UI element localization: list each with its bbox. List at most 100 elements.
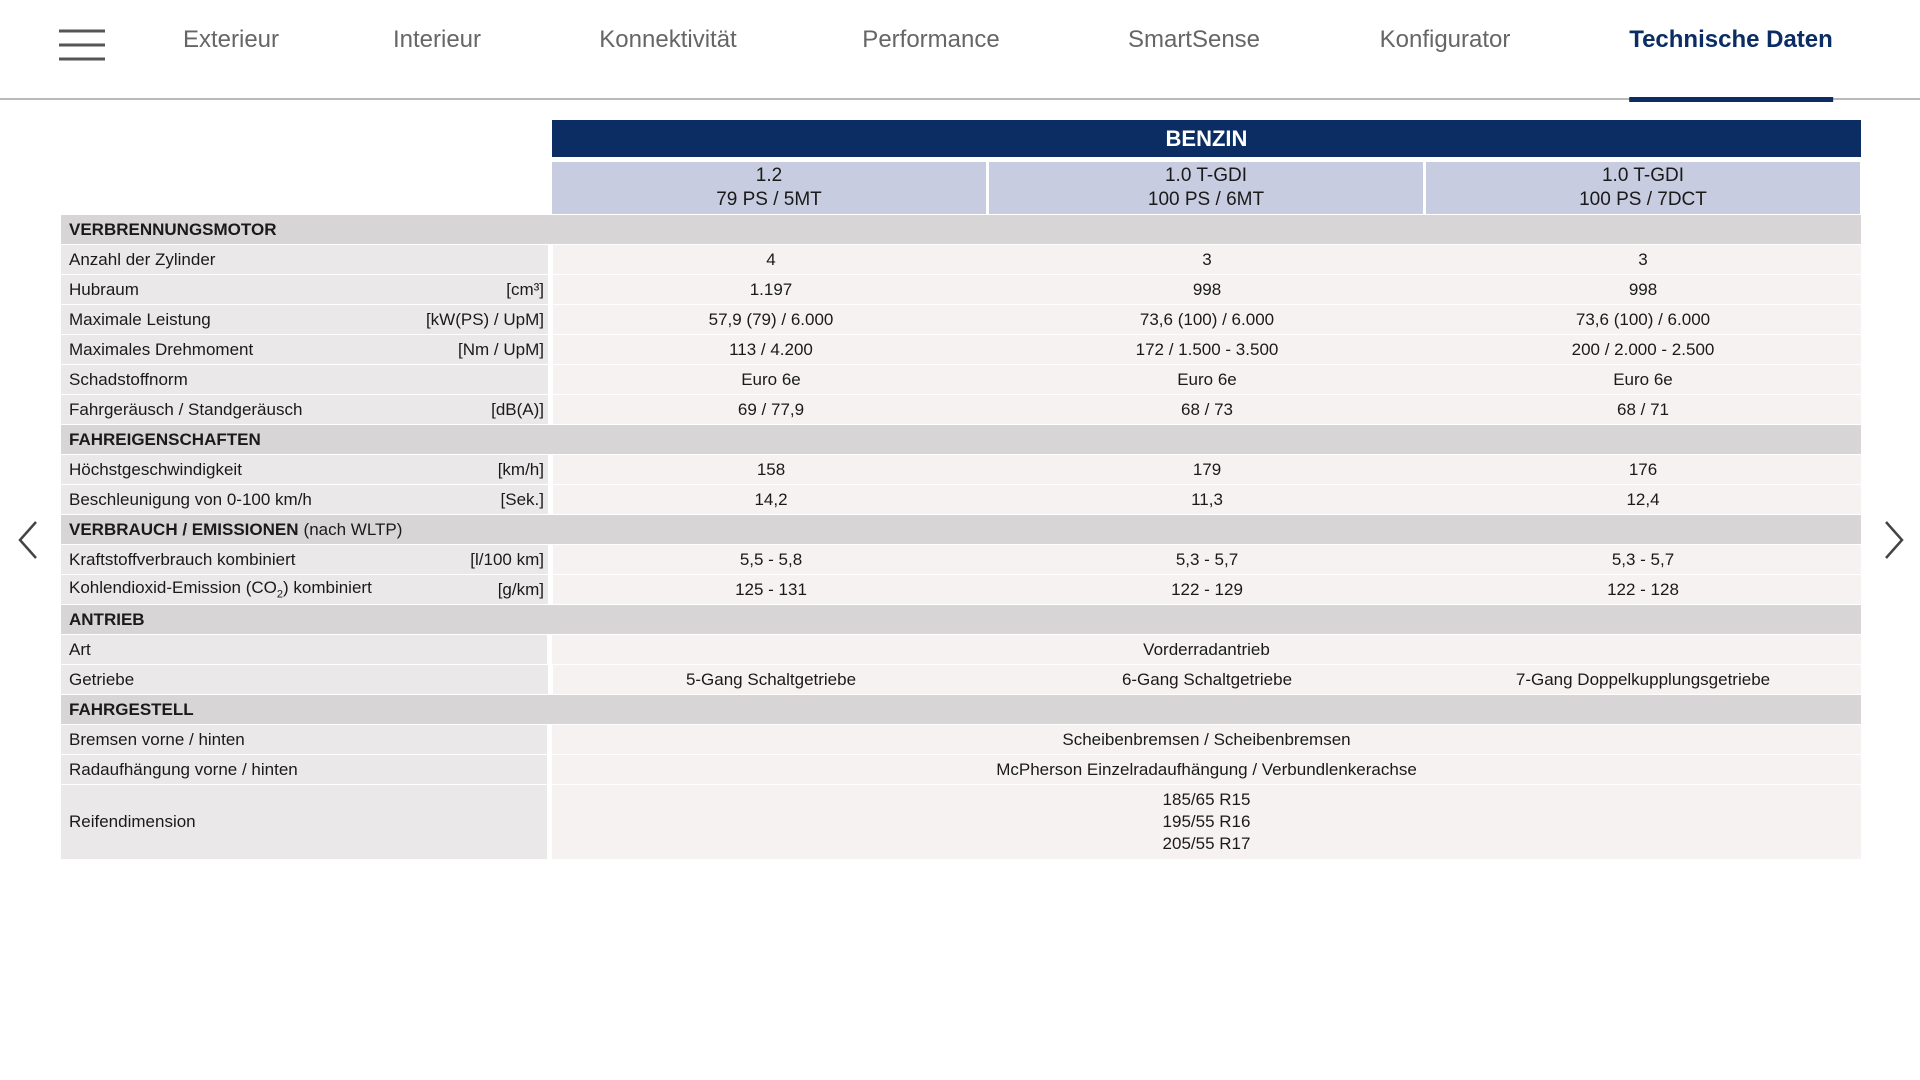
row-label: Maximale Leistung	[69, 309, 211, 329]
row-unit: [kW(PS) / UpM]	[425, 309, 544, 329]
column-header-line: 1.2	[755, 165, 783, 186]
section-header: VERBRENNUNGSMOTOR	[61, 215, 1861, 244]
row-values: Vorderradantrieb	[552, 635, 1861, 664]
column-header: 1.2 79 PS / 5MT	[552, 162, 986, 214]
row-label: Bremsen vorne / hinten	[69, 729, 245, 749]
row-unit: [dB(A)]	[491, 399, 544, 419]
label-subscript: 2	[276, 588, 283, 601]
row-label: Beschleunigung von 0-100 km/h	[69, 489, 312, 509]
row-values: 69 / 77,9 68 / 73 68 / 71	[553, 395, 1861, 424]
value-cell: 1.197	[749, 279, 793, 299]
row-label: Kohlendioxid-Emission (CO2) kombiniert	[69, 578, 372, 600]
row-label-cell: Schadstoffnorm	[61, 365, 548, 394]
spec-row: Art Vorderradantrieb	[61, 635, 1861, 664]
value-cell: 68 / 71	[1617, 399, 1669, 419]
spec-row: Reifendimension 185/65 R15 195/55 R16 205/5…	[61, 785, 1861, 859]
next-arrow[interactable]	[1880, 518, 1910, 562]
row-unit: [g/km]	[497, 579, 544, 599]
column-header: 1.0 T-GDI 100 PS / 6MT	[989, 162, 1423, 214]
value-cell: 113 / 4.200	[729, 339, 813, 359]
value-cell: 5,5 - 5,8	[739, 549, 803, 569]
column-header-line: 100 PS / 7DCT	[1579, 189, 1707, 210]
row-unit: [km/h]	[497, 459, 544, 479]
nav-link[interactable]: Konnektivität	[599, 26, 737, 53]
spec-row: Beschleunigung von 0-100 km/h [Sek.] 14,2 1…	[61, 485, 1861, 514]
section-header: ANTRIEB	[61, 605, 1861, 634]
spec-row: Bremsen vorne / hinten Scheibenbremsen / …	[61, 725, 1861, 754]
spec-row: Kraftstoffverbrauch kombiniert [l/100 km]…	[61, 545, 1861, 574]
value-cell: 5,3 - 5,7	[1611, 549, 1675, 569]
spec-row: Maximales Drehmoment [Nm / UpM] 113 / 4.20…	[61, 335, 1861, 364]
nav-link[interactable]: Exterieur	[182, 26, 280, 53]
value-cell: 73,6 (100) / 6.000	[1575, 309, 1711, 329]
row-label: Fahrgeräusch / Standgeräusch	[69, 399, 303, 419]
nav-link[interactable]: Konfigurator	[1379, 26, 1511, 53]
spec-row: Getriebe 5-Gang Schaltgetriebe 6-Gang Scha…	[61, 665, 1861, 694]
column-header-row: 1.2 79 PS / 5MT 1.0 T-GDI 100 PS / 6MT 1.0 T…	[552, 162, 1861, 214]
spec-row: Fahrgeräusch / Standgeräusch [dB(A)] 69 / …	[61, 395, 1861, 424]
row-unit: [l/100 km]	[470, 549, 544, 569]
value-cell: 998	[1628, 279, 1658, 299]
value-cell: 69 / 77,9	[737, 399, 805, 419]
row-label: Getriebe	[69, 669, 135, 689]
nav-link[interactable]: Performance	[862, 26, 1000, 53]
row-label-cell: Getriebe	[61, 665, 548, 694]
value-cell: 158	[756, 459, 786, 479]
group-header-row: BENZIN	[552, 120, 1861, 157]
label-part: Kohlendioxid-Emission (CO	[69, 578, 277, 598]
row-values: 5-Gang Schaltgetriebe 6-Gang Schaltgetrie…	[553, 665, 1861, 694]
column-header-line: 1.0 T-GDI	[1164, 165, 1247, 186]
section-title: VERBRAUCH / EMISSIONEN	[69, 520, 299, 539]
prev-arrow[interactable]	[16, 518, 46, 562]
value-cell: 176	[1628, 459, 1658, 479]
value-cell: McPherson Einzelradaufhängung / Verbundl…	[996, 759, 1417, 779]
row-unit: [Nm / UpM]	[458, 339, 544, 359]
row-label-cell: Reifendimension	[61, 785, 547, 859]
spec-row: Hubraum [cm³] 1.197 998 998	[61, 275, 1861, 304]
section-title: VERBRENNUNGSMOTOR	[69, 220, 277, 239]
section-title: FAHREIGENSCHAFTEN	[69, 430, 261, 449]
row-label-cell: Höchstgeschwindigkeit [km/h]	[61, 455, 548, 484]
section-header: VERBRAUCH / EMISSIONEN (nach WLTP)	[61, 515, 1861, 544]
value-cell: 14,2	[754, 489, 788, 509]
row-values: 14,2 11,3 12,4	[553, 485, 1861, 514]
row-values: McPherson Einzelradaufhängung / Verbundl…	[552, 755, 1861, 784]
row-label-cell: Kohlendioxid-Emission (CO2) kombiniert [g…	[61, 575, 548, 604]
row-unit: [cm³]	[506, 279, 544, 299]
nav-link[interactable]: Interieur	[392, 26, 482, 53]
column-header-line: 79 PS / 5MT	[716, 189, 822, 210]
value-cell: 57,9 (79) / 6.000	[708, 309, 834, 329]
value-cell: Euro 6e	[1613, 369, 1673, 389]
section-header: FAHRGESTELL	[61, 695, 1861, 724]
row-label-cell: Beschleunigung von 0-100 km/h [Sek.]	[61, 485, 548, 514]
value-line: 185/65 R15	[1162, 790, 1251, 809]
row-label-cell: Art	[61, 635, 547, 664]
row-values: 1.197 998 998	[553, 275, 1861, 304]
row-values: 158 179 176	[553, 455, 1861, 484]
value-cell: 3	[1202, 249, 1212, 269]
spec-row: Radaufhängung vorne / hinten McPherson Ei…	[61, 755, 1861, 784]
value-cell: 122 - 129	[1171, 579, 1243, 599]
section-note: (nach WLTP)	[303, 520, 403, 539]
row-label: Reifendimension	[69, 812, 196, 831]
spec-row: Schadstoffnorm Euro 6e Euro 6e Euro 6e	[61, 365, 1861, 394]
value-cell: 200 / 2.000 - 2.500	[1571, 339, 1715, 359]
row-label-cell: Kraftstoffverbrauch kombiniert [l/100 km]	[61, 545, 548, 574]
value-cell: 11,3	[1191, 489, 1223, 509]
nav-link[interactable]: Technische Daten	[1629, 26, 1833, 102]
value-cell: 179	[1192, 459, 1222, 479]
value-cell: 3	[1638, 249, 1648, 269]
nav-link[interactable]: SmartSense	[1127, 26, 1261, 53]
value-cell: 172 / 1.500 - 3.500	[1135, 339, 1279, 359]
row-label: Höchstgeschwindigkeit	[69, 459, 242, 479]
value-cell: 185/65 R15 195/55 R16 205/55 R17	[552, 785, 1861, 859]
row-values: 185/65 R15 195/55 R16 205/55 R17	[552, 785, 1861, 859]
value-cell: Vorderradantrieb	[1143, 639, 1270, 659]
value-cell: 5-Gang Schaltgetriebe	[685, 669, 857, 689]
menu-icon[interactable]	[59, 28, 109, 62]
row-label-cell: Bremsen vorne / hinten	[61, 725, 547, 754]
row-values: Euro 6e Euro 6e Euro 6e	[553, 365, 1861, 394]
row-unit: [Sek.]	[500, 489, 544, 509]
value-cell: 122 - 128	[1607, 579, 1679, 599]
